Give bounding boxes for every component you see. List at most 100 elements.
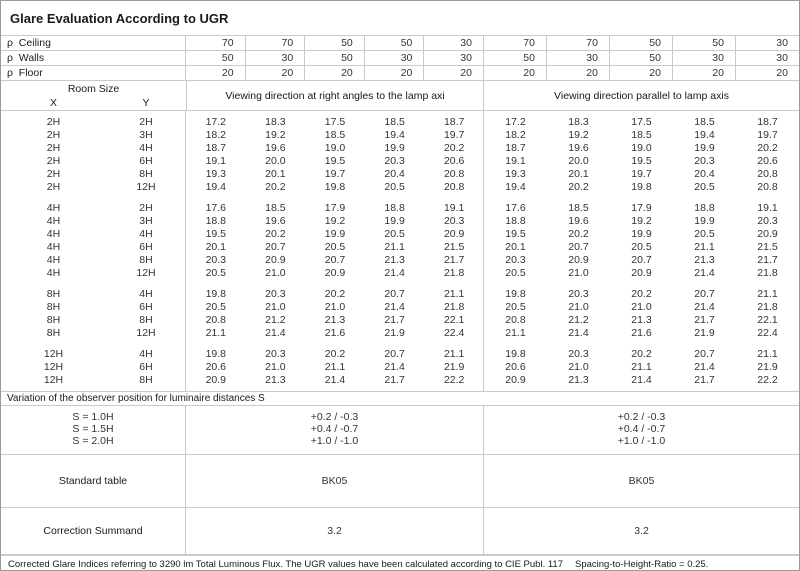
ugr-value: 19.9: [694, 214, 715, 227]
variation-note: Variation of the observer position for l…: [1, 391, 799, 406]
room-y-value: 12H: [136, 180, 156, 193]
table-row: 2H 3H 18.2 19.2 18.5 19.4 19.7 18.2 19.2 18.5 19.4…: [1, 128, 799, 141]
reflectance-label: ρ Ceiling: [1, 36, 186, 50]
ugr-value: 20.7: [631, 253, 652, 266]
room-y-value: 8H: [139, 373, 153, 386]
variation-value: +1.0 / -1.0: [617, 434, 666, 447]
ugr-value: 19.8: [205, 287, 227, 300]
reflectance-value: 70: [186, 36, 246, 50]
ugr-value: 21.1: [205, 326, 227, 339]
table-row: 2H 6H 19.1 20.0 19.5 20.3 20.6 19.1 20.0 19.5 20.3…: [1, 154, 799, 167]
ugr-value: 19.2: [324, 214, 346, 227]
ugr-value: 19.5: [205, 227, 227, 240]
table-row: 12H 4H 19.8 20.3 20.2 20.7 21.1 19.8 20.3 20.2 20.…: [1, 347, 799, 360]
ugr-value: 18.3: [265, 115, 286, 128]
ugr-value: 20.1: [568, 167, 589, 180]
ugr-value: 21.5: [443, 240, 465, 253]
room-x-value: 4H: [46, 201, 61, 214]
ugr-table-body: 2H 2H 17.2 18.3 17.5 18.5 18.7 17.2 18.3 17.5 18.5…: [1, 111, 799, 391]
ugr-value: 20.8: [757, 167, 778, 180]
ugr-value: 17.9: [324, 201, 346, 214]
ugr-value: 19.1: [757, 201, 778, 214]
room-y-value: 12H: [136, 326, 156, 339]
ugr-value: 20.7: [384, 347, 405, 360]
ugr-value: 20.2: [631, 287, 652, 300]
group-divider: [483, 111, 484, 391]
reflectance-value: 50: [365, 36, 425, 50]
room-x-value: 8H: [46, 326, 61, 339]
ugr-value: 17.6: [205, 201, 227, 214]
ugr-value: 18.7: [757, 115, 778, 128]
variation-value: +0.4 / -0.7: [310, 422, 359, 435]
ugr-value: 19.2: [568, 128, 589, 141]
ugr-value: 21.0: [324, 300, 346, 313]
ugr-value: 19.3: [505, 167, 526, 180]
variation-left-column: +0.2 / -0.3 +0.4 / -0.7 +1.0 / -1.0: [186, 405, 484, 454]
ugr-value: 20.5: [631, 240, 652, 253]
ugr-value: 21.8: [757, 266, 778, 279]
ugr-value: 20.5: [505, 300, 526, 313]
ugr-value: 20.2: [757, 141, 778, 154]
ugr-value: 18.5: [568, 201, 589, 214]
ugr-value: 20.5: [205, 266, 227, 279]
ugr-value: 20.9: [265, 253, 286, 266]
ugr-value: 20.3: [505, 253, 526, 266]
ugr-value: 20.4: [694, 167, 715, 180]
ugr-value: 21.9: [757, 360, 778, 373]
room-y-value: 4H: [139, 227, 153, 240]
ugr-value: 21.6: [324, 326, 346, 339]
ugr-value: 19.8: [505, 287, 526, 300]
reflectance-header: ρ Ceiling 70 70 50 50 30 70 70 50 50 30 ρ Walls 50 30…: [1, 35, 799, 81]
reflectance-row: ρ Ceiling 70 70 50 50 30 70 70 50 50 30: [1, 35, 799, 50]
ugr-value: 20.5: [384, 180, 405, 193]
reflectance-value: 20: [305, 66, 365, 80]
reflectance-value: 70: [484, 36, 547, 50]
reflectance-value: 50: [305, 51, 365, 65]
ugr-value: 21.8: [757, 300, 778, 313]
ugr-value: 21.3: [631, 313, 652, 326]
reflectance-value: 20: [776, 67, 788, 79]
ugr-value: 19.9: [694, 141, 715, 154]
ugr-value: 20.5: [694, 227, 715, 240]
table-row: 8H 8H 20.8 21.2 21.3 21.7 22.1 20.8 21.2 21.3 21.7…: [1, 313, 799, 326]
standard-table-left-value: BK05: [186, 454, 484, 507]
column-divider: [185, 111, 186, 391]
ugr-value: 19.2: [631, 214, 652, 227]
room-y-value: 8H: [139, 313, 153, 326]
spacing-label: S = 1.5H: [72, 422, 114, 435]
ugr-value: 21.2: [265, 313, 286, 326]
ugr-value: 21.3: [324, 313, 346, 326]
ugr-value: 21.3: [265, 373, 286, 386]
room-y-value: 6H: [139, 300, 153, 313]
ugr-value: 20.0: [265, 154, 286, 167]
ugr-value: 20.6: [505, 360, 526, 373]
ugr-value: 18.5: [384, 115, 405, 128]
ugr-value: 18.7: [205, 141, 227, 154]
ugr-value: 21.0: [265, 360, 286, 373]
ugr-value: 20.6: [757, 154, 778, 167]
reflectance-value: 30: [365, 51, 425, 65]
ugr-value: 21.4: [694, 266, 715, 279]
ugr-value: 19.7: [324, 167, 346, 180]
ugr-value: 20.0: [568, 154, 589, 167]
ugr-value: 19.9: [631, 227, 652, 240]
ugr-value: 20.3: [443, 214, 465, 227]
ugr-value: 21.7: [443, 253, 465, 266]
ugr-value: 17.6: [505, 201, 526, 214]
footer-main-text: Corrected Glare Indices referring to 329…: [8, 559, 563, 570]
reflectance-value: 30: [776, 37, 788, 49]
ugr-value: 21.1: [757, 347, 778, 360]
ugr-value: 19.8: [324, 180, 346, 193]
variation-value: +0.2 / -0.3: [617, 410, 666, 423]
ugr-value: 19.4: [205, 180, 227, 193]
ugr-value: 19.5: [324, 154, 346, 167]
reflectance-value: 50: [610, 36, 673, 50]
room-y-value: 8H: [139, 253, 153, 266]
ugr-value: 21.3: [568, 373, 589, 386]
reflectance-value: 20: [673, 66, 736, 80]
reflectance-value: 30: [673, 51, 736, 65]
reflectance-value: 50: [484, 51, 547, 65]
ugr-value: 19.7: [757, 128, 778, 141]
ugr-value: 20.3: [265, 347, 286, 360]
room-y-value: 4H: [139, 287, 153, 300]
